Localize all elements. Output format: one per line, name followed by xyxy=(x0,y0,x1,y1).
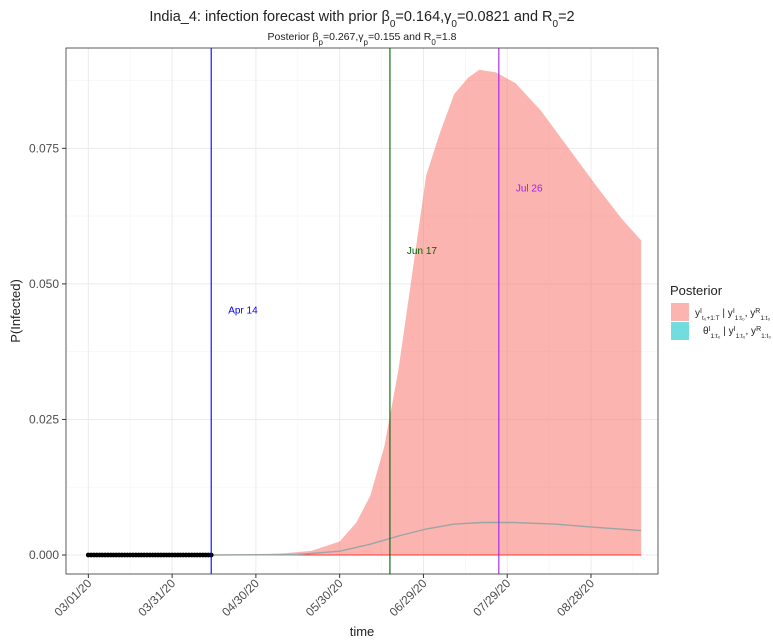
y-tick-label: 0.050 xyxy=(29,277,59,291)
data-layer: Apr 14 Jun 17 Jul 26 xyxy=(85,48,642,574)
x-axis-title: time xyxy=(350,624,375,639)
forecast-median-line xyxy=(211,521,642,556)
x-tick-label: 03/31/20 xyxy=(135,576,178,619)
legend-label-forecast: yIt₀+1:T | yI1:t₀, yR1:t₀ xyxy=(695,308,771,322)
y-axis-title: P(Infected) xyxy=(8,279,23,343)
chart-title: India_4: infection forecast with prior β… xyxy=(149,9,574,30)
vline-label: Apr 14 xyxy=(228,306,258,317)
legend-title: Posterior xyxy=(670,283,723,298)
vline-label: Jun 17 xyxy=(407,246,437,257)
legend: Posterior yIt₀+1:T | yI1:t₀, yR1:t₀ θI1:… xyxy=(670,283,771,340)
plot-panel-border xyxy=(65,47,659,575)
y-tick-label: 0.000 xyxy=(29,548,59,562)
forecast-band-area xyxy=(211,69,642,555)
x-tick-label: 08/28/20 xyxy=(554,576,597,619)
y-tick-label: 0.025 xyxy=(29,412,59,426)
x-tick-label: 06/29/20 xyxy=(387,576,430,619)
x-tick-label: 03/01/20 xyxy=(52,576,95,619)
x-tick-label: 07/29/20 xyxy=(470,576,513,619)
legend-label-parameter: θI1:t₀ | yI1:t₀, yR1:t₀ xyxy=(703,326,771,340)
legend-key-forecast xyxy=(671,303,689,321)
chart-subtitle: Posterior βp=0.267,γp=0.155 and R0=1.8 xyxy=(268,31,457,47)
x-tick-label: 04/30/20 xyxy=(219,576,262,619)
x-tick-label: 05/30/20 xyxy=(303,576,346,619)
y-tick-label: 0.075 xyxy=(29,141,59,155)
legend-key-parameter xyxy=(671,322,689,340)
vline-label: Jul 26 xyxy=(516,184,543,195)
